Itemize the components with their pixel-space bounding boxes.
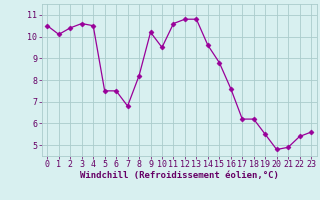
X-axis label: Windchill (Refroidissement éolien,°C): Windchill (Refroidissement éolien,°C) <box>80 171 279 180</box>
